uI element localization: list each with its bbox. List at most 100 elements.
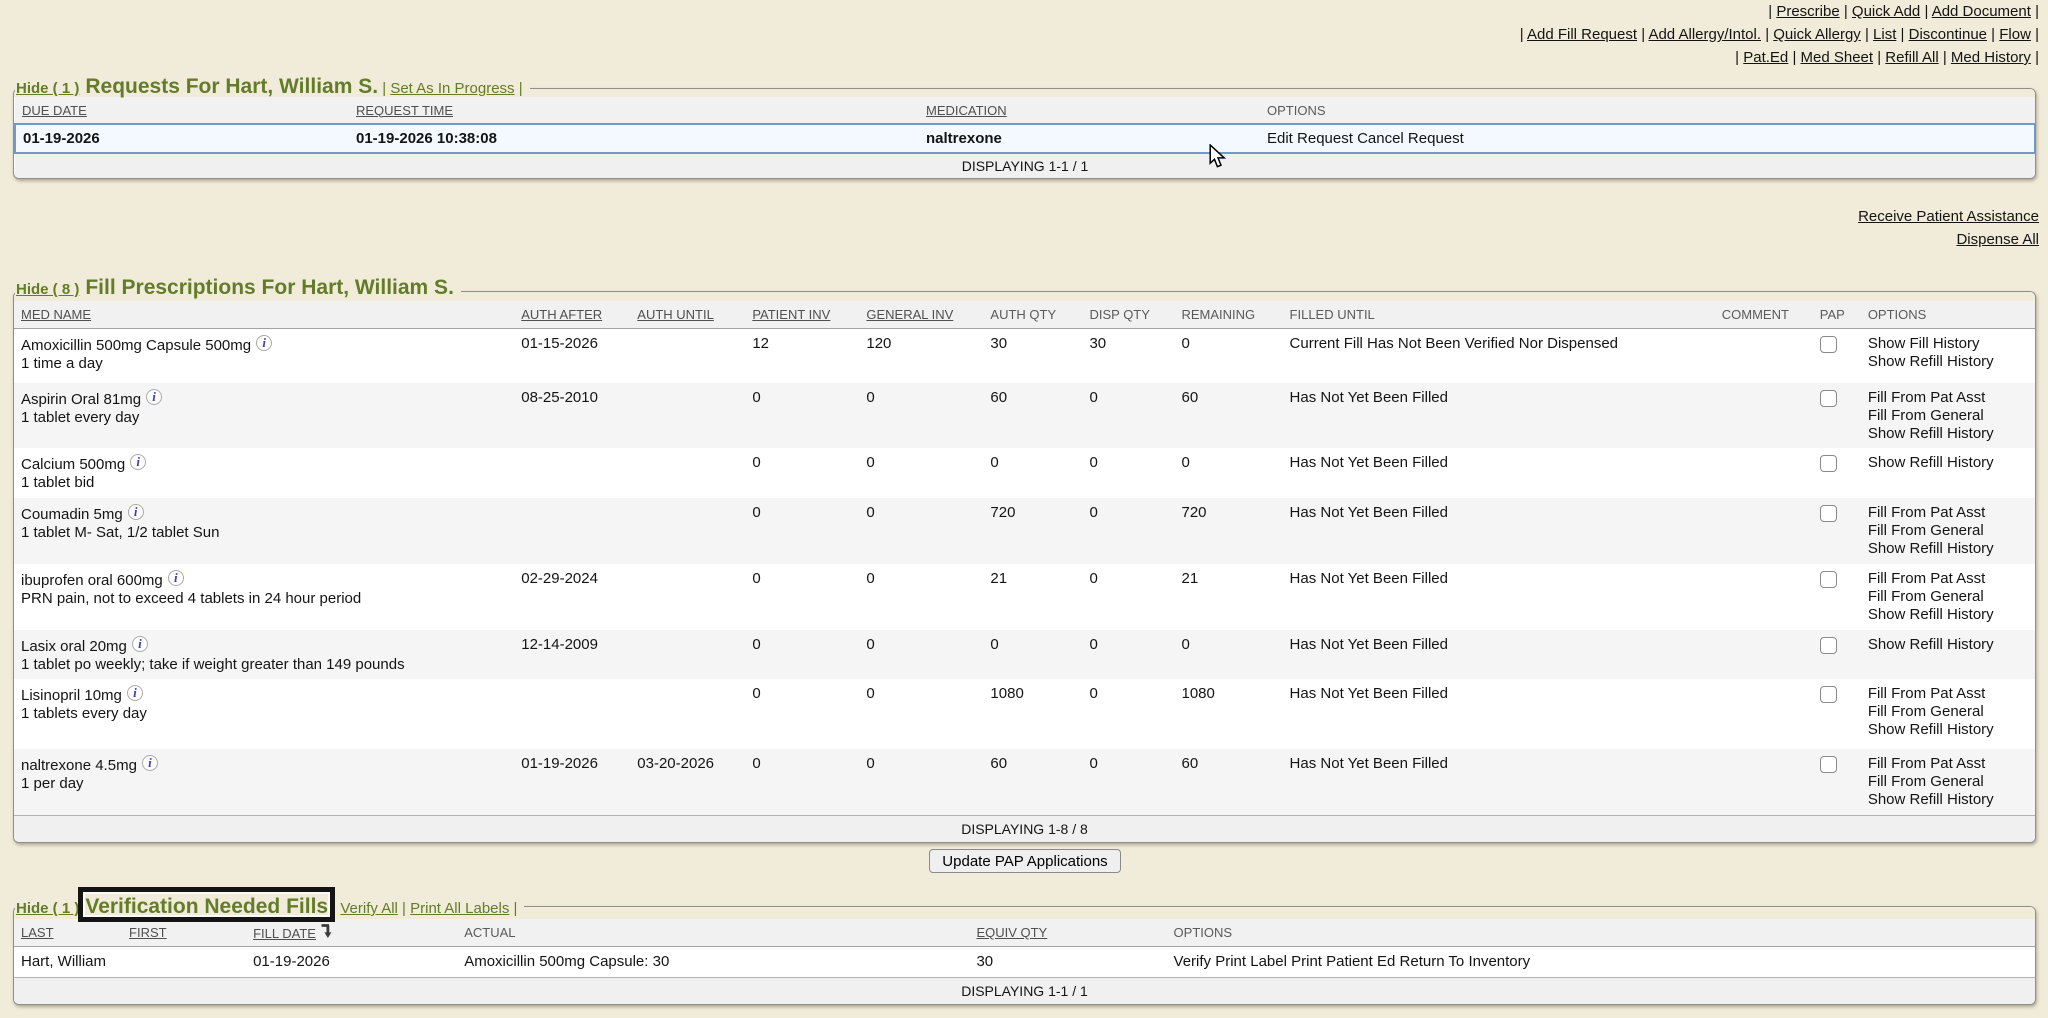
- verification-table: LAST FIRST FILL DATE ACTUAL EQUIV QTY OPTIONS…: [14, 919, 2035, 1004]
- requests-legend: Hide ( 1 ) Requests For Hart, William S. …: [15, 76, 530, 97]
- fills-cell-disp-qty: 0: [1089, 454, 1098, 471]
- nav-link-add-allergy-intol-[interactable]: Add Allergy/Intol.: [1648, 26, 1762, 43]
- pap-checkbox[interactable]: [1819, 390, 1837, 407]
- requests-hide-link[interactable]: Hide ( 1 ): [16, 80, 80, 97]
- fills-option-show-refill-history[interactable]: Show Refill History: [1867, 352, 1994, 370]
- verification-option-return-to-inventory[interactable]: Return To Inventory: [1399, 952, 1531, 970]
- fills-cell-filled-until: Has Not Yet Been Filled: [1289, 685, 1448, 702]
- med-name: Amoxicillin 500mg Capsule 500mg: [21, 336, 252, 354]
- fills-option-show-refill-history[interactable]: Show Refill History: [1867, 791, 1994, 808]
- patient-link-dispense-all[interactable]: Dispense All: [1956, 231, 2039, 248]
- fills-option-fill-from-pat-asst[interactable]: Fill From Pat Asst: [1867, 504, 1986, 521]
- pap-checkbox[interactable]: [1819, 756, 1837, 773]
- fills-option-fill-from-general[interactable]: Fill From General: [1867, 407, 1984, 424]
- fills-option-fill-from-general[interactable]: Fill From General: [1867, 588, 1984, 605]
- verification-column-header-first[interactable]: FIRST: [122, 919, 247, 947]
- fills-option-show-refill-history[interactable]: Show Refill History: [1867, 540, 1994, 557]
- pap-checkbox[interactable]: [1819, 455, 1837, 472]
- nav-link-pat-ed[interactable]: Pat.Ed: [1743, 49, 1789, 66]
- med-info-icon[interactable]: i: [126, 685, 143, 701]
- fills-option-fill-from-pat-asst[interactable]: Fill From Pat Asst: [1867, 389, 1986, 406]
- verification-option-verify[interactable]: Verify: [1173, 952, 1212, 970]
- requests-cell-request-time: 01-19-2026 10:38:08: [349, 123, 919, 154]
- fills-option-fill-from-general[interactable]: Fill From General: [1867, 773, 1984, 790]
- verification-hide-link[interactable]: Hide ( 1 ): [16, 900, 80, 917]
- nav-link-list[interactable]: List: [1873, 26, 1897, 43]
- fills-option-show-refill-history[interactable]: Show Refill History: [1867, 721, 1994, 738]
- requests-row[interactable]: 01-19-2026 01-19-2026 10:38:08 naltrexone E…: [14, 123, 2035, 154]
- nav-link-add-document[interactable]: Add Document: [1931, 3, 2031, 20]
- fills-column-header-auth_after[interactable]: AUTH AFTER: [514, 301, 631, 329]
- med-info-icon[interactable]: i: [256, 334, 273, 351]
- verification-displaying: DISPLAYING 1-1 / 1: [14, 976, 2035, 1004]
- pap-checkbox[interactable]: [1819, 686, 1837, 703]
- fills-cell-auth-qty: 1080: [990, 685, 1024, 702]
- fills-option-show-refill-history[interactable]: Show Refill History: [1867, 425, 1994, 442]
- verification-column-header-fill_date[interactable]: FILL DATE: [246, 919, 458, 947]
- fills-row: Coumadin 5mg i 1 tablet M- Sat, 1/2 tablet…: [14, 498, 2035, 564]
- verification-cell-actual: Amoxicillin 500mg Capsule: 30: [464, 952, 670, 970]
- verification-option-print-patient-ed[interactable]: Print Patient Ed: [1291, 952, 1396, 970]
- verification-link-print-all-labels[interactable]: Print All Labels: [410, 900, 510, 917]
- fills-option-fill-from-general[interactable]: Fill From General: [1867, 522, 1984, 539]
- fills-option-fill-from-pat-asst[interactable]: Fill From Pat Asst: [1867, 685, 1986, 702]
- fills-option-fill-from-pat-asst[interactable]: Fill From Pat Asst: [1867, 570, 1986, 587]
- verification-link-verify-all[interactable]: Verify All: [340, 900, 398, 917]
- nav-link-refill-all[interactable]: Refill All: [1885, 49, 1939, 66]
- fills-hide-link[interactable]: Hide ( 8 ): [16, 281, 80, 298]
- fills-option-fill-from-general[interactable]: Fill From General: [1867, 703, 1984, 720]
- fills-cell-comment: [1714, 749, 1813, 815]
- pap-checkbox[interactable]: [1819, 571, 1837, 588]
- fills-table-box: MED NAME AUTH AFTER AUTH UNTIL PATIENT INV G…: [13, 291, 2036, 843]
- requests-column-header-due_date[interactable]: DUE DATE: [15, 97, 349, 125]
- requests-link-set-as-in-progress[interactable]: Set As In Progress: [390, 80, 515, 97]
- fills-column-header-auth_until[interactable]: AUTH UNTIL: [630, 301, 746, 329]
- mouse-cursor: [1209, 144, 1227, 168]
- fills-option-show-refill-history[interactable]: Show Refill History: [1867, 454, 1994, 471]
- med-info-icon[interactable]: i: [131, 636, 148, 652]
- requests-option-cancel-request[interactable]: Cancel Request: [1357, 129, 1464, 147]
- fills-cell-auth-qty: 21: [990, 570, 1008, 587]
- verification-column-header-equiv_qty[interactable]: EQUIV QTY: [969, 919, 1167, 947]
- fills-cell-auth-qty: 60: [983, 749, 1083, 815]
- fills-option-fill-from-pat-asst[interactable]: Fill From Pat Asst: [1867, 755, 1986, 772]
- nav-link-flow[interactable]: Flow: [1999, 26, 2031, 43]
- requests-column-header-medication[interactable]: MEDICATION: [919, 97, 1260, 125]
- verification-column-header-last[interactable]: LAST: [14, 919, 123, 947]
- fills-cell-auth-after: [514, 679, 630, 749]
- patient-link-receive-patient-assistance[interactable]: Receive Patient Assistance: [1858, 208, 2039, 225]
- nav-link-med-sheet[interactable]: Med Sheet: [1800, 49, 1874, 66]
- fills-cell-med-name: Coumadin 5mg i 1 tablet M- Sat, 1/2 tablet…: [14, 498, 515, 564]
- pap-checkbox[interactable]: [1819, 637, 1837, 654]
- med-info-icon[interactable]: i: [127, 504, 144, 520]
- fills-row: Lisinopril 10mg i 1 tablets every day 0 0 108…: [14, 679, 2035, 749]
- fills-option-show-refill-history[interactable]: Show Refill History: [1867, 606, 1994, 623]
- fills-option-show-refill-history[interactable]: Show Refill History: [1867, 636, 1994, 653]
- med-info-icon[interactable]: i: [146, 389, 163, 405]
- med-info-icon[interactable]: i: [167, 570, 184, 586]
- fills-column-header-patient_inv[interactable]: PATIENT INV: [745, 301, 860, 329]
- verification-legend: Hide ( 1 ) Verification Needed Fills | Ve…: [15, 886, 525, 922]
- pap-checkbox[interactable]: [1819, 335, 1837, 353]
- verification-option-print-label[interactable]: Print Label: [1215, 952, 1287, 970]
- nav-link-discontinue[interactable]: Discontinue: [1908, 26, 1988, 43]
- requests-column-header-request_time[interactable]: REQUEST TIME: [349, 97, 919, 125]
- nav-link-quick-add[interactable]: Quick Add: [1851, 3, 1921, 20]
- med-info-icon[interactable]: i: [141, 755, 158, 771]
- nav-link-med-history[interactable]: Med History: [1950, 49, 2031, 66]
- fills-cell-pap: [1813, 564, 1861, 630]
- fills-cell-filled-until: Has Not Yet Been Filled: [1282, 749, 1715, 815]
- fills-displaying: DISPLAYING 1-8 / 8: [14, 814, 2035, 842]
- fills-cell-auth-qty: 720: [983, 498, 1083, 564]
- requests-option-edit-request[interactable]: Edit Request: [1267, 129, 1353, 147]
- nav-link-quick-allergy[interactable]: Quick Allergy: [1773, 26, 1861, 43]
- nav-link-prescribe[interactable]: Prescribe: [1776, 3, 1840, 20]
- fills-option-show-fill-history[interactable]: Show Fill History: [1867, 334, 1980, 352]
- update-pap-applications-button[interactable]: Update PAP Applications: [929, 849, 1121, 873]
- verification-column-header-actual: ACTUAL: [457, 919, 970, 947]
- fills-column-header-general_inv[interactable]: GENERAL INV: [859, 301, 984, 329]
- pap-checkbox[interactable]: [1819, 505, 1837, 522]
- nav-link-add-fill-request[interactable]: Add Fill Request: [1526, 26, 1638, 43]
- fills-column-header-med_name[interactable]: MED NAME: [14, 301, 515, 329]
- med-info-icon[interactable]: i: [130, 454, 147, 470]
